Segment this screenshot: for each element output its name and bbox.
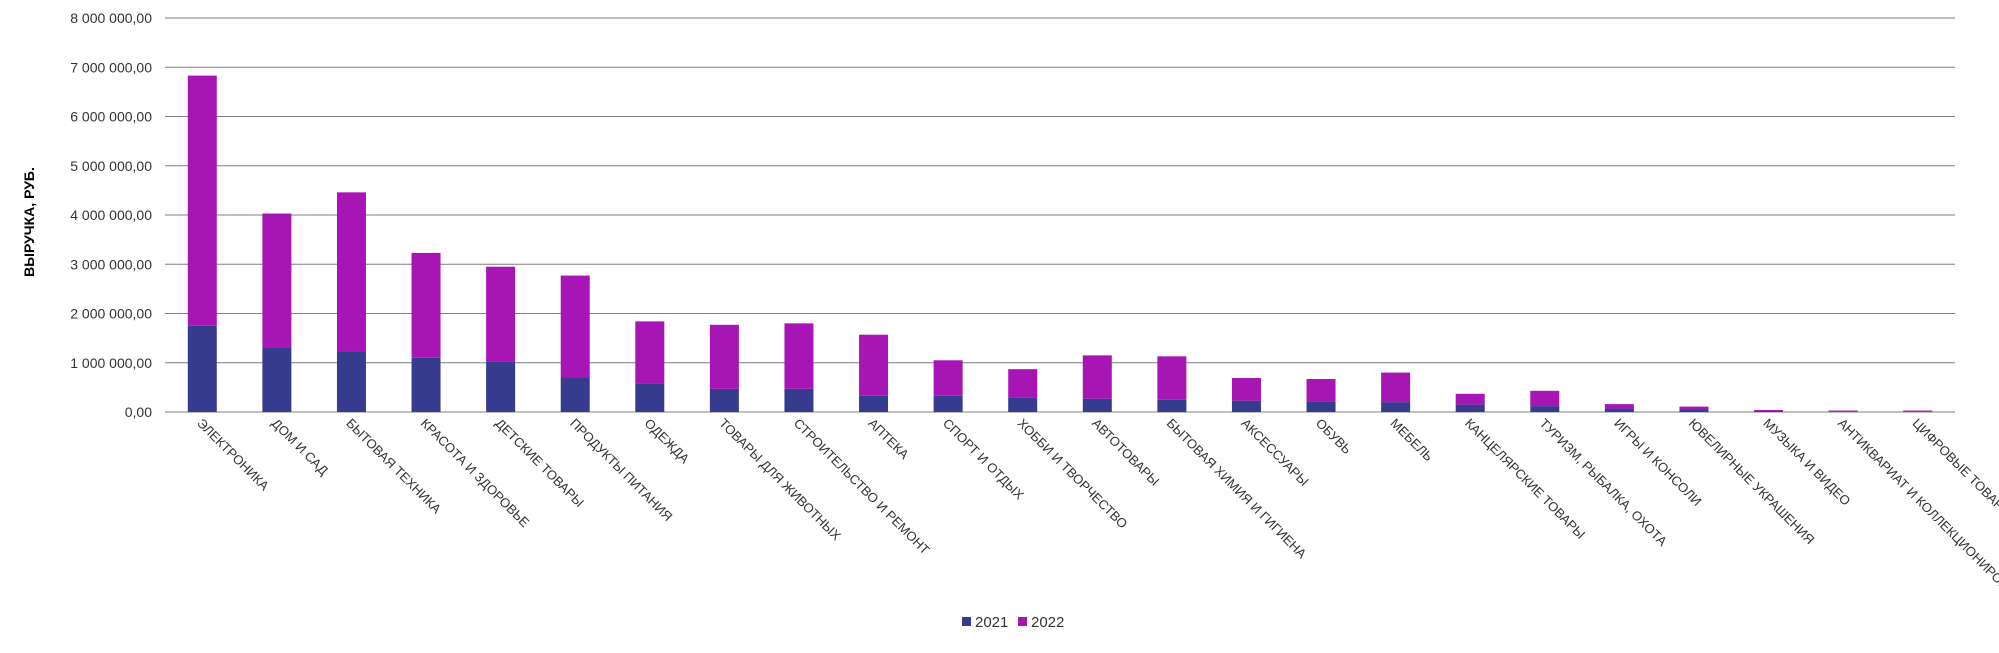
bar-segment-2022	[560, 275, 590, 378]
x-tick-label: ДОМ И САД	[269, 416, 332, 479]
x-tick-label: ТУРИЗМ, РЫБАЛКА, ОХОТА	[1537, 416, 1671, 550]
bar-segment-2022	[187, 75, 217, 326]
y-tick-label: 5 000 000,00	[70, 158, 152, 174]
x-tick-label: АПТЕКА	[865, 416, 912, 463]
bar-segment-2021	[336, 351, 366, 412]
y-tick-label: 6 000 000,00	[70, 109, 152, 125]
bar-segment-2021	[1530, 406, 1560, 412]
bar-segment-2022	[1679, 406, 1709, 410]
bar-segment-2022	[709, 324, 739, 389]
bar-segment-2022	[1381, 372, 1411, 403]
x-tick-label: АКСЕССУАРЫ	[1238, 416, 1311, 489]
x-tick-label: ТОВАРЫ ДЛЯ ЖИВОТНЫХ	[716, 416, 844, 544]
bar-segment-2021	[1306, 401, 1336, 412]
x-tick-label: ОДЕЖДА	[642, 416, 693, 467]
y-tick-label: 7 000 000,00	[70, 59, 152, 75]
y-tick-label: 3 000 000,00	[70, 256, 152, 272]
bar-segment-2021	[486, 361, 516, 412]
bar-segment-2021	[1157, 399, 1187, 412]
x-tick-label: ЭЛЕКТРОНИКА	[194, 416, 272, 494]
x-tick-label: АВТОТОВАРЫ	[1089, 416, 1162, 489]
x-tick-label: ЮВЕЛИРНЫЕ УКРАШЕНИЯ	[1686, 416, 1818, 548]
bar-segment-2022	[1754, 410, 1784, 412]
bar-segment-2022	[1828, 410, 1858, 412]
bar-segment-2021	[784, 388, 814, 412]
bar-segment-2021	[1008, 397, 1038, 412]
bar-segment-2021	[1604, 408, 1634, 412]
y-tick-label: 1 000 000,00	[70, 355, 152, 371]
bar-segment-2022	[336, 192, 366, 352]
bar-segment-2021	[187, 325, 217, 412]
bar-segment-2021	[1679, 409, 1709, 412]
bar-segment-2022	[411, 252, 441, 358]
x-tick-label: МЕБЕЛЬ	[1388, 416, 1437, 465]
legend-swatch-2021	[962, 617, 971, 626]
bar-segment-2022	[859, 334, 889, 396]
bar-segment-2022	[1231, 378, 1261, 401]
bar-segment-2021	[635, 383, 665, 412]
x-tick-label: АНТИКВАРИАТ И КОЛЛЕКЦИОНИРОВАНИЕ	[1835, 416, 1999, 619]
bar-segment-2021	[709, 388, 739, 412]
y-tick-label: 4 000 000,00	[70, 207, 152, 223]
y-tick-label: 8 000 000,00	[70, 10, 152, 26]
bar-segment-2022	[635, 321, 665, 384]
bar-segment-2021	[1828, 411, 1858, 412]
bar-segment-2021	[1903, 411, 1933, 412]
legend-label-2022: 2022	[1031, 614, 1064, 631]
x-tick-label: СТРОИТЕЛЬСТВО И РЕМОНТ	[791, 416, 933, 558]
bar-segment-2021	[1754, 411, 1784, 412]
bar-segment-2021	[1082, 398, 1112, 412]
bar-segment-2022	[1455, 393, 1485, 405]
bar-segment-2021	[1455, 404, 1485, 412]
y-tick-label: 2 000 000,00	[70, 306, 152, 322]
y-axis-ticks: 0,00 1 000 000,00 2 000 000,00 3 000 000,00…	[70, 10, 152, 420]
bar-segment-2021	[1381, 402, 1411, 412]
bar-segment-2021	[411, 357, 441, 412]
gridlines	[165, 17, 1955, 413]
bar-segment-2021	[859, 395, 889, 412]
bar-segment-2022	[262, 213, 292, 348]
y-tick-label: 0,00	[125, 404, 152, 420]
bar-segment-2022	[1157, 356, 1187, 400]
legend: 2021 2022	[962, 614, 1064, 631]
bar-segment-2021	[1231, 400, 1261, 412]
bar-segment-2022	[1082, 355, 1112, 399]
bars	[187, 75, 1933, 412]
bar-segment-2021	[262, 347, 292, 412]
legend-label-2021: 2021	[975, 614, 1008, 631]
bar-segment-2022	[933, 360, 963, 396]
bar-segment-2022	[784, 323, 814, 389]
x-tick-label: КАНЦЕЛЯРСКИЕ ТОВАРЫ	[1462, 416, 1588, 542]
bar-segment-2021	[560, 377, 590, 412]
x-tick-label: БЫТОВАЯ ХИМИЯ И ГИГИЕНА	[1164, 416, 1310, 562]
bar-segment-2022	[486, 266, 516, 362]
bar-segment-2022	[1530, 390, 1560, 407]
x-tick-label: СПОРТ И ОТДЫХ	[940, 416, 1027, 503]
legend-swatch-2022	[1018, 617, 1027, 626]
x-tick-label: ОБУВЬ	[1313, 416, 1355, 458]
bar-segment-2022	[1008, 369, 1038, 398]
bar-segment-2022	[1903, 410, 1933, 412]
bar-segment-2022	[1306, 379, 1336, 402]
bar-segment-2021	[933, 395, 963, 412]
y-axis-label: ВЫРУЧКА, РУБ.	[21, 167, 37, 277]
bar-segment-2022	[1604, 404, 1634, 409]
